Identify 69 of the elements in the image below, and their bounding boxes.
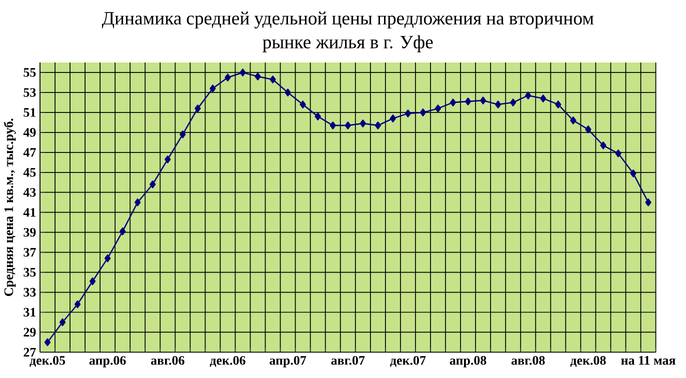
y-tick-label: 53 <box>24 88 36 97</box>
point <box>224 73 231 82</box>
point <box>314 112 321 120</box>
point <box>555 100 562 108</box>
x-tick-label: дек.06 <box>210 356 246 367</box>
y-tick-label: 47 <box>23 148 36 157</box>
point <box>240 68 246 76</box>
point <box>194 104 201 112</box>
point <box>480 96 486 104</box>
point <box>89 277 96 286</box>
point <box>510 98 516 106</box>
point <box>180 130 186 138</box>
x-tick-label: апр.08 <box>450 356 486 368</box>
y-tick-label: 55 <box>24 68 36 77</box>
point <box>645 198 652 206</box>
point <box>74 300 81 308</box>
point <box>374 121 382 130</box>
point <box>344 121 351 130</box>
x-tick-label: дек.07 <box>390 356 426 367</box>
point <box>270 75 276 84</box>
point <box>104 254 111 262</box>
point <box>630 169 636 178</box>
y-axis-title: Средняя цена 1 кв.м., тыс.руб. <box>4 118 16 296</box>
y-tick-label: 45 <box>23 168 36 177</box>
x-tick-label: апр.06 <box>89 356 126 368</box>
point <box>210 84 216 92</box>
point <box>59 318 66 326</box>
y-tick-label: 29 <box>24 328 36 336</box>
point <box>150 180 156 188</box>
x-tick-label: на 11 мая <box>621 356 676 365</box>
y-tick-label: 51 <box>24 108 36 117</box>
point <box>44 338 51 346</box>
point <box>164 155 171 164</box>
point <box>525 91 532 100</box>
point <box>615 149 622 158</box>
x-tick-label: дек.08 <box>570 356 606 367</box>
y-tick-label: 41 <box>23 208 36 216</box>
point <box>330 121 336 130</box>
x-tick-label: апр.07 <box>270 356 306 368</box>
point <box>404 109 412 118</box>
point <box>450 98 456 106</box>
y-tick-label: 35 <box>24 268 36 276</box>
y-tick-label: 27 <box>24 348 36 356</box>
point <box>585 125 592 134</box>
y-tick-label: 43 <box>23 188 36 197</box>
point <box>495 100 502 108</box>
point <box>464 97 472 106</box>
y-tick-label: 49 <box>23 128 36 137</box>
x-tick-label: дек.05 <box>30 356 66 367</box>
y-tick-label: 31 <box>24 308 36 316</box>
point <box>420 108 426 116</box>
point <box>120 227 126 236</box>
point <box>134 198 141 206</box>
y-tick-label: 39 <box>24 228 36 237</box>
point <box>570 116 576 124</box>
x-tick-label: авг.08 <box>511 356 545 365</box>
point <box>254 72 261 80</box>
point <box>360 119 366 128</box>
point <box>434 104 442 112</box>
point <box>390 114 396 122</box>
point <box>540 94 546 102</box>
point <box>300 100 306 108</box>
point <box>600 141 606 150</box>
point <box>284 88 291 96</box>
x-tick-label: авг.07 <box>331 356 365 365</box>
y-tick-label: 37 <box>24 248 36 256</box>
x-tick-label: авг.06 <box>151 356 184 365</box>
chart-title: Динамика средней удельной цены предложения на вторичном рынке жилья в г. Уфе <box>102 11 594 52</box>
y-tick-label: 33 <box>24 288 36 296</box>
